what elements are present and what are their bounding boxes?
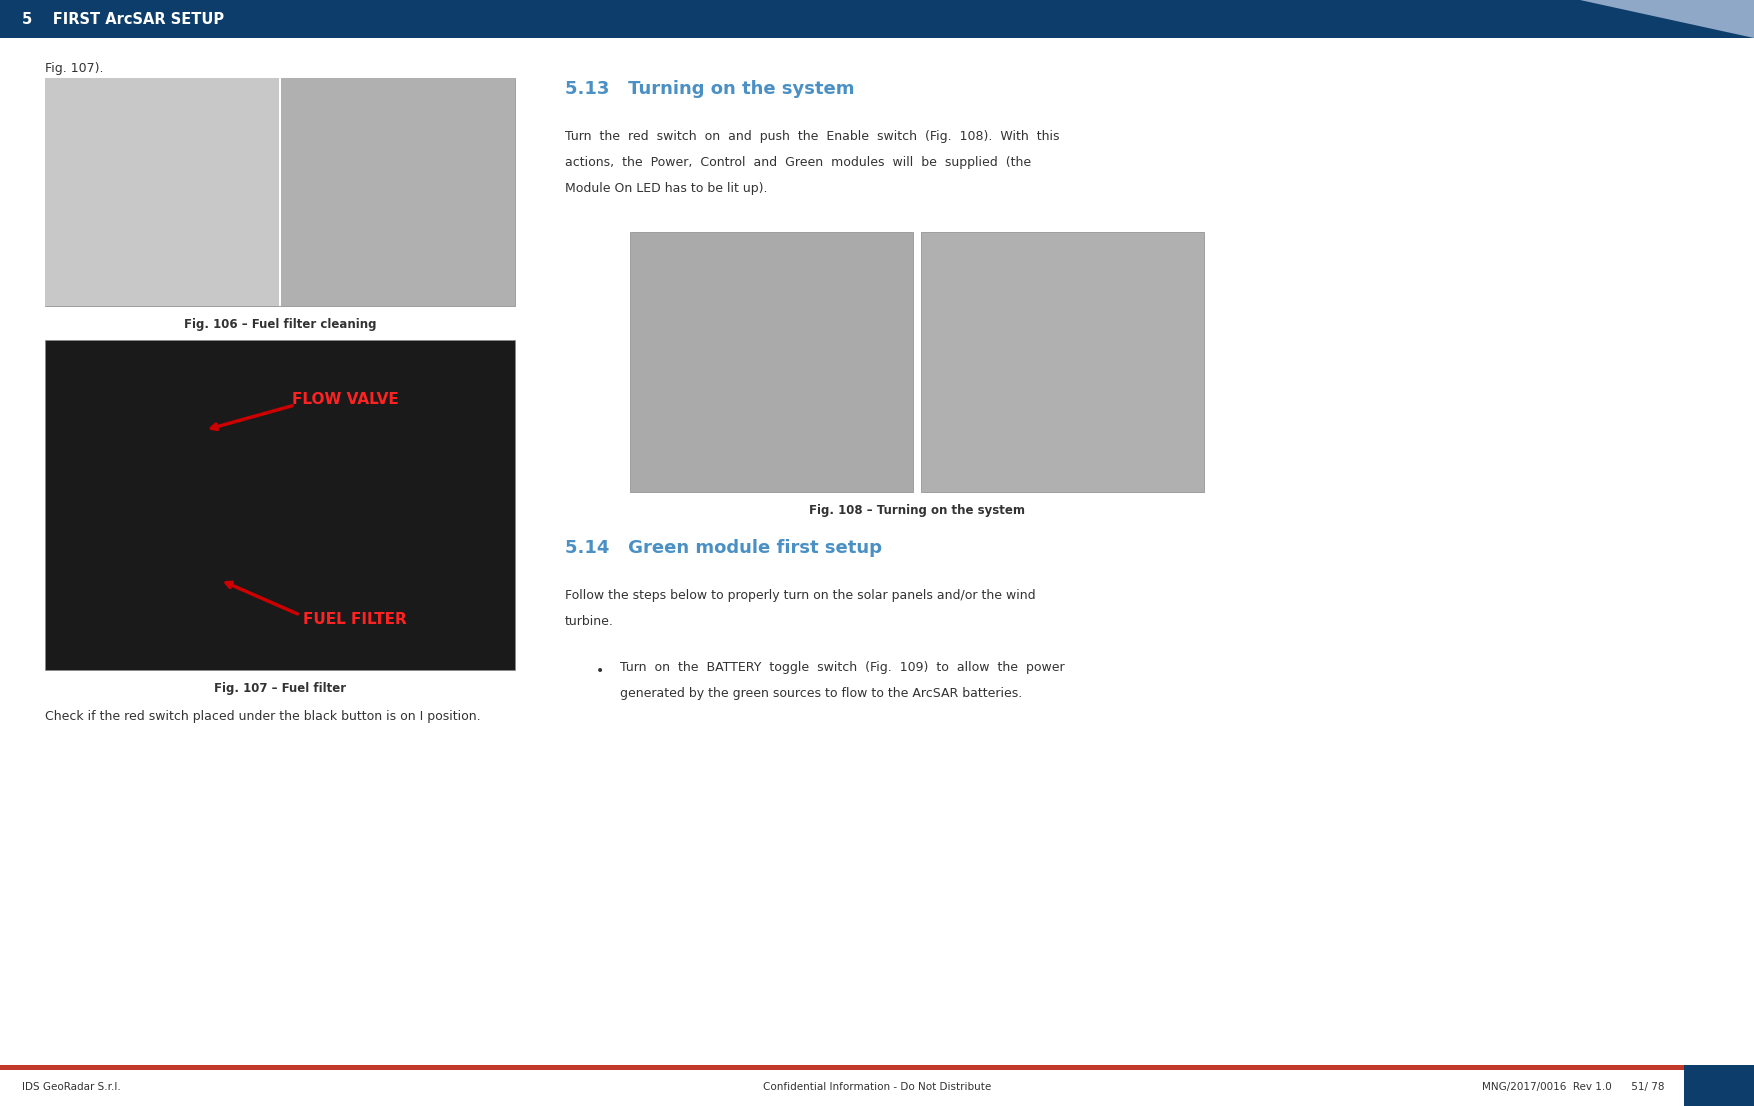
Text: IDS GeoRadar S.r.l.: IDS GeoRadar S.r.l. bbox=[23, 1082, 121, 1092]
Text: 5    FIRST ArcSAR SETUP: 5 FIRST ArcSAR SETUP bbox=[23, 11, 225, 27]
Text: Turn  the  red  switch  on  and  push  the  Enable  switch  (Fig.  108).  With  : Turn the red switch on and push the Enab… bbox=[565, 131, 1059, 143]
Text: Turn  on  the  BATTERY  toggle  switch  (Fig.  109)  to  allow  the  power: Turn on the BATTERY toggle switch (Fig. … bbox=[619, 661, 1065, 674]
Text: 5.14   Green module first setup: 5.14 Green module first setup bbox=[565, 539, 882, 557]
Bar bbox=[281, 79, 516, 306]
Text: actions,  the  Power,  Control  and  Green  modules  will  be  supplied  (the: actions, the Power, Control and Green mo… bbox=[565, 156, 1031, 169]
Text: generated by the green sources to flow to the ArcSAR batteries.: generated by the green sources to flow t… bbox=[619, 687, 1023, 700]
Text: FLOW VALVE: FLOW VALVE bbox=[291, 393, 398, 407]
Bar bbox=[1684, 1065, 1754, 1106]
Bar bbox=[46, 79, 516, 306]
Text: MNG/2017/0016  Rev 1.0      51/ 78: MNG/2017/0016 Rev 1.0 51/ 78 bbox=[1482, 1082, 1665, 1092]
Text: Check if the red switch placed under the black button is on ​I​ position.: Check if the red switch placed under the… bbox=[46, 710, 481, 723]
Text: FUEL FILTER: FUEL FILTER bbox=[303, 613, 407, 627]
Text: Fig. 107).: Fig. 107). bbox=[46, 62, 103, 75]
Text: 5.13   Turning on the system: 5.13 Turning on the system bbox=[565, 80, 854, 98]
Text: Fig. 107 – Fuel filter: Fig. 107 – Fuel filter bbox=[214, 682, 346, 695]
Bar bbox=[0, 1065, 1684, 1070]
Bar bbox=[921, 232, 1203, 492]
Text: Fig. 106 – Fuel filter cleaning: Fig. 106 – Fuel filter cleaning bbox=[184, 319, 377, 331]
Text: •: • bbox=[596, 664, 603, 678]
Text: Fig. 108 – Turning on the system: Fig. 108 – Turning on the system bbox=[809, 504, 1024, 517]
Bar bbox=[46, 79, 279, 306]
Bar bbox=[279, 79, 281, 306]
Bar bbox=[630, 232, 914, 492]
Bar bbox=[0, 0, 1754, 38]
Text: Confidential Information - Do Not Distribute: Confidential Information - Do Not Distri… bbox=[763, 1082, 991, 1092]
Text: Module On LED has to be lit up).: Module On LED has to be lit up). bbox=[565, 182, 768, 195]
Text: turbine.: turbine. bbox=[565, 615, 614, 628]
Polygon shape bbox=[1580, 0, 1754, 38]
Bar bbox=[46, 340, 516, 670]
Text: Follow the steps below to properly turn on the solar panels and/or the wind: Follow the steps below to properly turn … bbox=[565, 589, 1035, 602]
